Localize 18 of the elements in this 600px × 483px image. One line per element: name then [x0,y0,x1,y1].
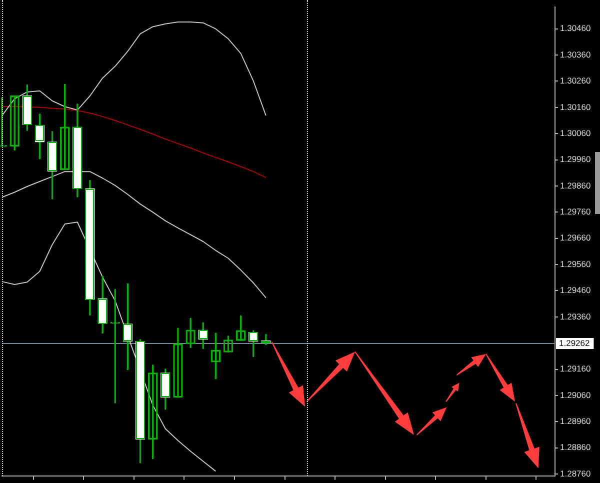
y-tick-label: 1.29760 [560,206,591,217]
y-tick-label: 1.29960 [560,154,591,164]
y-tick-label: 1.30060 [560,128,591,138]
y-tick-label: 1.29860 [560,180,591,190]
y-tick-label: 1.30260 [560,76,591,86]
y-tick-label: 1.30460 [560,23,591,34]
y-tick-label: 1.29060 [560,390,591,400]
y-tick-label: 1.29560 [560,258,591,269]
y-tick-label: 1.29660 [560,232,591,243]
y-tick-label: 1.28960 [560,416,591,426]
y-tick-label: 1.29160 [560,364,591,374]
y-tick-label: 1.28760 [560,468,591,478]
y-tick-label: 1.30360 [560,49,591,60]
y-tick-label: 1.30160 [560,102,591,112]
y-tick-label: 1.29360 [560,311,591,322]
ref-line-label: 1.29262 [559,338,590,348]
y-tick-label: 1.29460 [560,285,591,296]
y-tick-label: 1.28860 [560,442,591,452]
